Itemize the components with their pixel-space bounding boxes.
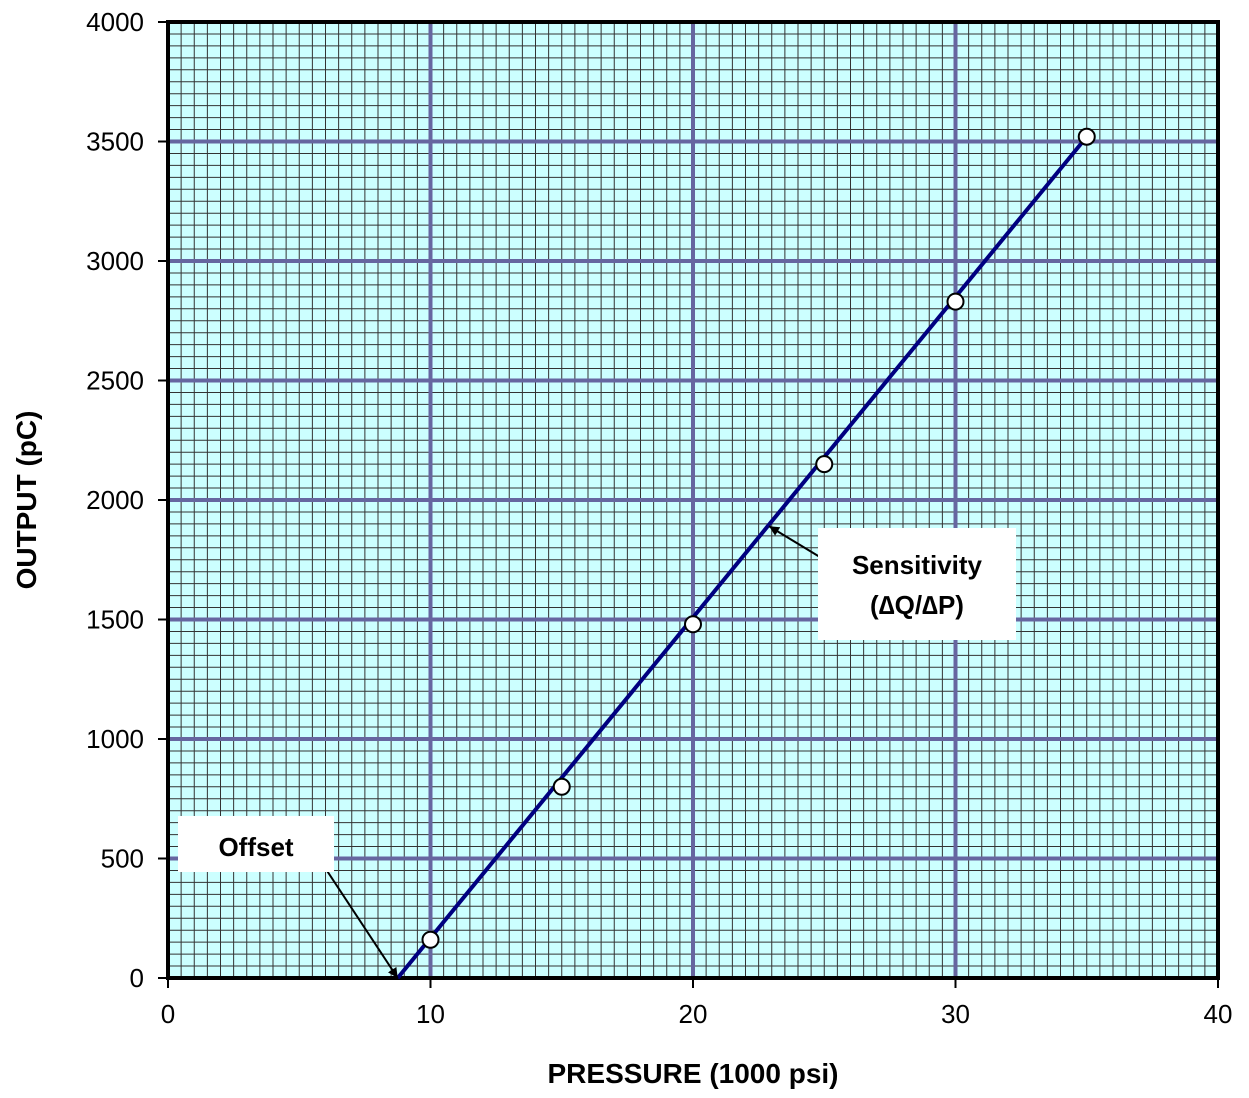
fit-line-group bbox=[396, 135, 1089, 980]
y-tick-label: 4000 bbox=[86, 7, 144, 37]
annotation-box bbox=[178, 816, 334, 872]
y-tick-label: 0 bbox=[130, 963, 144, 993]
x-tick-label: 30 bbox=[941, 999, 970, 1029]
y-tick-label: 2000 bbox=[86, 485, 144, 515]
data-point bbox=[684, 615, 702, 634]
y-tick-label: 2500 bbox=[86, 366, 144, 396]
x-axis-title: PRESSURE (1000 psi) bbox=[548, 1058, 839, 1089]
x-tick-label: 40 bbox=[1204, 999, 1233, 1029]
annotation-label: Offset bbox=[218, 832, 293, 862]
annotation-label: (∆Q/∆P) bbox=[870, 590, 964, 620]
data-point bbox=[1077, 127, 1096, 146]
data-point bbox=[815, 455, 834, 474]
x-tick-label: 10 bbox=[416, 999, 445, 1029]
y-tick-label: 500 bbox=[101, 844, 144, 874]
y-tick-label: 1500 bbox=[86, 605, 144, 635]
grid bbox=[168, 22, 1218, 978]
annotation-label: Sensitivity bbox=[852, 550, 983, 580]
y-tick-label: 3000 bbox=[86, 246, 144, 276]
fit-line bbox=[396, 135, 1089, 980]
x-tick-label: 20 bbox=[679, 999, 708, 1029]
data-points bbox=[421, 127, 1096, 949]
x-tick-label: 0 bbox=[161, 999, 175, 1029]
annotations: Sensitivity (∆Q/∆P) Offset bbox=[178, 525, 1016, 979]
data-point bbox=[552, 777, 571, 796]
y-tick-label: 3500 bbox=[86, 127, 144, 157]
axis-ticks: 0 10 20 30 40 0 500 1000 1500 2000 2500 3000 3500 400… bbox=[86, 7, 1232, 1029]
y-axis-title: OUTPUT (pC) bbox=[11, 411, 42, 590]
data-point bbox=[421, 930, 440, 949]
y-tick-label: 1000 bbox=[86, 724, 144, 754]
annotation-box bbox=[818, 528, 1016, 640]
data-point bbox=[946, 292, 965, 311]
